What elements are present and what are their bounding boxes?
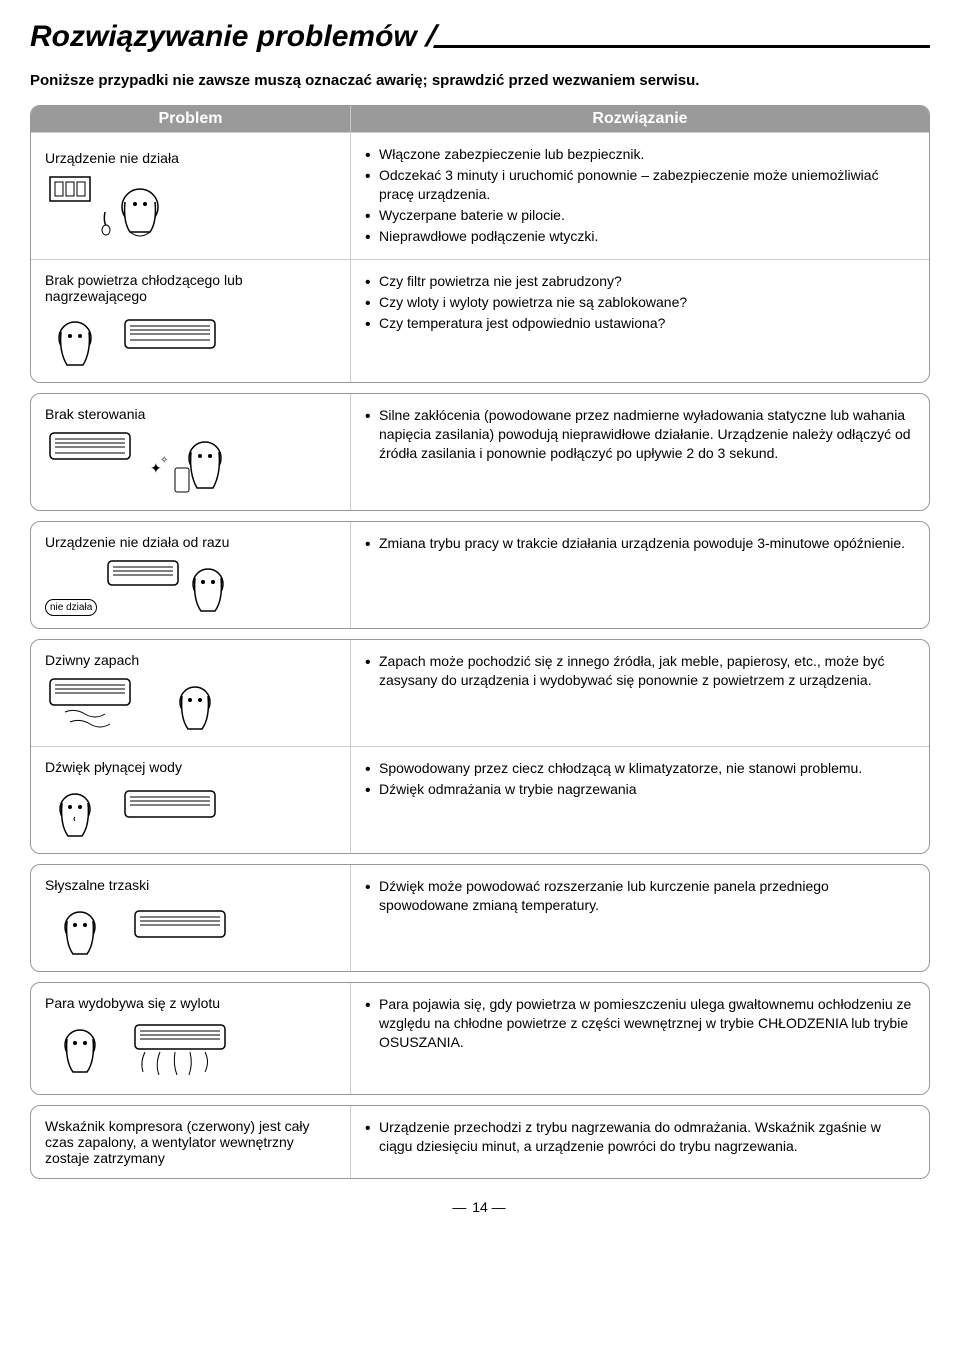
solution-item: Dźwięk odmrażania w trybie nagrzewania [365,780,915,799]
illustration [45,310,336,370]
solution-item: Para pojawia się, gdy powietrza w pomies… [365,995,915,1052]
solution-item: Dźwięk może powodować rozszerzanie lub k… [365,877,915,915]
problem-cell: Para wydobywa się z wylotu [31,983,351,1094]
page-title-wrap: Rozwiązywanie problemów/ [30,20,930,54]
troubleshoot-block-2: Brak sterowania ✦ ✧ Siln [30,393,930,511]
solution-item: Silne zakłócenia (powodowane przez nadmi… [365,406,915,463]
table-row: Brak powietrza chłodzącego lub nagrzewaj… [31,259,929,382]
problem-cell: Dziwny zapach [31,640,351,746]
svg-text:✧: ✧ [160,455,168,466]
illustration [45,172,336,242]
problem-text: Słyszalne trzaski [45,877,336,893]
problem-text: Brak sterowania [45,406,336,422]
page-number: — 14 — [30,1199,930,1215]
illustration [45,1017,336,1082]
solution-cell: Spowodowany przez ciecz chłodzącą w klim… [351,747,929,853]
solution-item: Spowodowany przez ciecz chłodzącą w klim… [365,759,915,778]
table-row: Słyszalne trzaski Dźwięk może powodować … [31,865,929,971]
troubleshoot-block-3: Urządzenie nie działa od razu nie działa… [30,521,930,629]
problem-text: Para wydobywa się z wylotu [45,995,336,1011]
problem-text: Dźwięk płynącej wody [45,759,336,775]
solution-item: Czy temperatura jest odpowiednio ustawio… [365,314,915,333]
solution-item: Nieprawdłowe podłączenie wtyczki. [365,227,915,246]
intro-text: Poniższe przypadki nie zawsze muszą ozna… [30,72,930,89]
table-row: Brak sterowania ✦ ✧ Siln [31,394,929,510]
problem-text: Urządzenie nie działa od razu [45,534,336,550]
illustration [45,674,336,734]
solution-item: Zapach może pochodzić się z innego źródł… [365,652,915,690]
solution-cell: Zmiana trybu pracy w trakcie działania u… [351,522,929,628]
problem-cell: Słyszalne trzaski [31,865,351,971]
illustration: nie działa [45,556,336,616]
solution-item: Czy wloty i wyloty powietrza nie są zabl… [365,293,915,312]
troubleshoot-block-5: Słyszalne trzaski Dźwięk może powodować … [30,864,930,972]
solution-cell: Włączone zabezpieczenie lub bezpiecznik.… [351,133,929,259]
troubleshoot-block-6: Para wydobywa się z wylotu [30,982,930,1095]
problem-cell: Dźwięk płynącej wody [31,747,351,853]
table-row: Para wydobywa się z wylotu [31,983,929,1094]
problem-cell: Urządzenie nie działa od razu nie działa [31,522,351,628]
solution-item: Odczekać 3 minuty i uruchomić ponownie –… [365,166,915,204]
problem-cell: Brak powietrza chłodzącego lub nagrzewaj… [31,260,351,382]
table-header: Problem Rozwiązanie [31,106,929,132]
troubleshoot-block-1: Problem Rozwiązanie Urządzenie nie dział… [30,105,930,383]
solution-item: Zmiana trybu pracy w trakcie działania u… [365,534,915,553]
table-row: Urządzenie nie działa [31,132,929,259]
troubleshoot-block-7: Wskaźnik kompresora (czerwony) jest cały… [30,1105,930,1179]
problem-cell: Brak sterowania ✦ ✧ [31,394,351,510]
solution-cell: Zapach może pochodzić się z innego źródł… [351,640,929,746]
problem-text: Brak powietrza chłodzącego lub nagrzewaj… [45,272,336,304]
header-solution: Rozwiązanie [351,106,929,132]
table-row: Urządzenie nie działa od razu nie działa… [31,522,929,628]
table-row: Dziwny zapach Zapach może pochodzić się … [31,640,929,746]
solution-cell: Czy filtr powietrza nie jest zabrudzony?… [351,260,929,382]
page-title: Rozwiązywanie problemów [30,20,423,54]
illustration [45,781,336,841]
table-row: Wskaźnik kompresora (czerwony) jest cały… [31,1106,929,1178]
solution-item: Czy filtr powietrza nie jest zabrudzony? [365,272,915,291]
solution-item: Wyczerpane baterie w pilocie. [365,206,915,225]
problem-text: Urządzenie nie działa [45,150,336,166]
solution-cell: Para pojawia się, gdy powietrza w pomies… [351,983,929,1094]
problem-text: Wskaźnik kompresora (czerwony) jest cały… [45,1118,336,1166]
troubleshoot-block-4: Dziwny zapach Zapach może pochodzić się … [30,639,930,854]
illustration: ✦ ✧ [45,428,336,498]
solution-cell: Dźwięk może powodować rozszerzanie lub k… [351,865,929,971]
problem-text: Dziwny zapach [45,652,336,668]
solution-cell: Silne zakłócenia (powodowane przez nadmi… [351,394,929,510]
solution-cell: Urządzenie przechodzi z trybu nagrzewani… [351,1106,929,1178]
problem-cell: Urządzenie nie działa [31,133,351,259]
header-problem: Problem [31,106,351,132]
problem-cell: Wskaźnik kompresora (czerwony) jest cały… [31,1106,351,1178]
page-number-value: 14 [472,1199,488,1215]
illustration [45,899,336,959]
solution-item: Włączone zabezpieczenie lub bezpiecznik. [365,145,915,164]
table-row: Dźwięk płynącej wody Spowodowany przez c… [31,746,929,853]
solution-item: Urządzenie przechodzi z trybu nagrzewani… [365,1118,915,1156]
speech-bubble: nie działa [45,599,97,616]
